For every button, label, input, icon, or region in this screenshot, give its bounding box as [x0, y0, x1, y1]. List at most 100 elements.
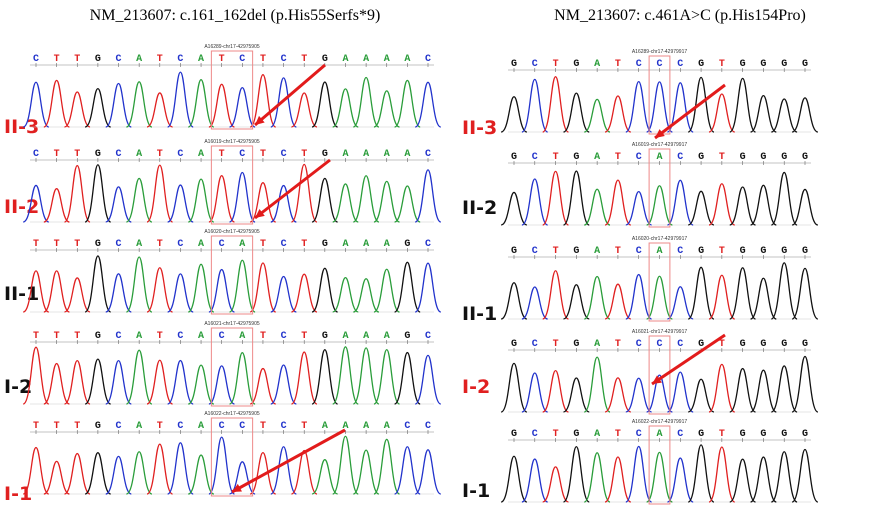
track-header: A16289-chr17-42975905	[204, 44, 260, 50]
peak	[667, 372, 693, 412]
peak	[353, 279, 379, 312]
peak	[501, 192, 527, 225]
peak	[605, 457, 631, 502]
peak	[230, 462, 256, 494]
track-header: A16020-chr17-42975905	[204, 229, 260, 235]
peak	[168, 274, 194, 312]
peak	[250, 263, 276, 312]
peak	[209, 84, 235, 127]
peak	[271, 365, 297, 404]
track-header: A16022-chr17-42979917	[632, 419, 688, 425]
peak	[667, 458, 693, 502]
peak	[85, 359, 111, 404]
peak	[374, 181, 400, 222]
peak	[333, 347, 359, 404]
peak	[522, 179, 548, 225]
peak	[188, 179, 214, 222]
peak	[374, 439, 400, 494]
peak	[353, 176, 379, 222]
peak	[126, 350, 152, 404]
peak	[605, 180, 631, 225]
peak	[709, 184, 735, 225]
peak	[291, 352, 317, 404]
peak	[106, 274, 132, 312]
peak	[688, 379, 714, 412]
peak	[543, 271, 569, 319]
peak	[792, 98, 818, 132]
peak	[647, 82, 673, 132]
peak	[168, 72, 194, 127]
sample-label: II-3	[462, 117, 497, 139]
peak	[395, 353, 421, 404]
peak	[333, 436, 359, 494]
sample-label: I-2	[462, 376, 490, 398]
peak	[291, 274, 317, 312]
peak	[543, 171, 569, 225]
sample-label: I-1	[462, 480, 490, 502]
peak	[64, 166, 90, 222]
peak	[709, 364, 735, 412]
peak	[168, 443, 194, 494]
peak	[647, 186, 673, 225]
sample-label: II-2	[462, 197, 497, 219]
peak	[312, 350, 338, 404]
peak	[501, 363, 527, 412]
peak	[771, 263, 797, 319]
arrow	[255, 65, 325, 125]
peak	[543, 467, 569, 502]
peak	[188, 455, 214, 494]
peak	[647, 276, 673, 319]
peak	[209, 437, 235, 494]
peak	[563, 93, 589, 132]
peak	[730, 369, 756, 412]
peak	[44, 189, 70, 222]
peak	[85, 165, 111, 222]
peak	[415, 263, 441, 312]
peak	[792, 356, 818, 412]
track-header: A16019-chr17-42979917	[632, 142, 688, 148]
sample-label: II-2	[4, 196, 39, 218]
peak	[415, 450, 441, 494]
peak	[751, 278, 777, 319]
peak	[395, 447, 421, 494]
track-header: A16022-chr17-42975905	[204, 411, 260, 417]
peak	[126, 452, 152, 494]
peak	[44, 80, 70, 127]
peak	[543, 371, 569, 412]
arrow	[652, 335, 725, 384]
peak	[563, 171, 589, 225]
peak	[626, 446, 652, 502]
peak	[85, 256, 111, 312]
panel-title: NM_213607: c.161_162del (p.His55Serfs*9)	[90, 7, 381, 24]
peak	[395, 80, 421, 127]
peak	[147, 444, 173, 494]
peak	[563, 285, 589, 319]
peak	[730, 187, 756, 225]
sample-label: II-1	[462, 303, 497, 325]
peak	[415, 82, 441, 127]
peak	[563, 447, 589, 502]
peak	[353, 348, 379, 404]
peak	[605, 96, 631, 132]
peak	[209, 176, 235, 222]
peak	[188, 80, 214, 127]
peak	[522, 287, 548, 319]
peak	[250, 369, 276, 404]
peak	[605, 284, 631, 319]
peak	[126, 178, 152, 222]
peak	[415, 170, 441, 222]
peak	[126, 257, 152, 312]
peak	[501, 456, 527, 502]
peak	[584, 277, 610, 319]
peak	[792, 450, 818, 502]
peak	[584, 453, 610, 502]
peak	[626, 275, 652, 319]
peak	[688, 267, 714, 319]
panel-title: NM_213607: c.461A>C (p.His154Pro)	[554, 7, 806, 24]
peak	[333, 278, 359, 312]
peak	[44, 461, 70, 494]
peak	[626, 82, 652, 132]
peak	[626, 192, 652, 225]
peak	[64, 278, 90, 312]
peak	[147, 165, 173, 222]
